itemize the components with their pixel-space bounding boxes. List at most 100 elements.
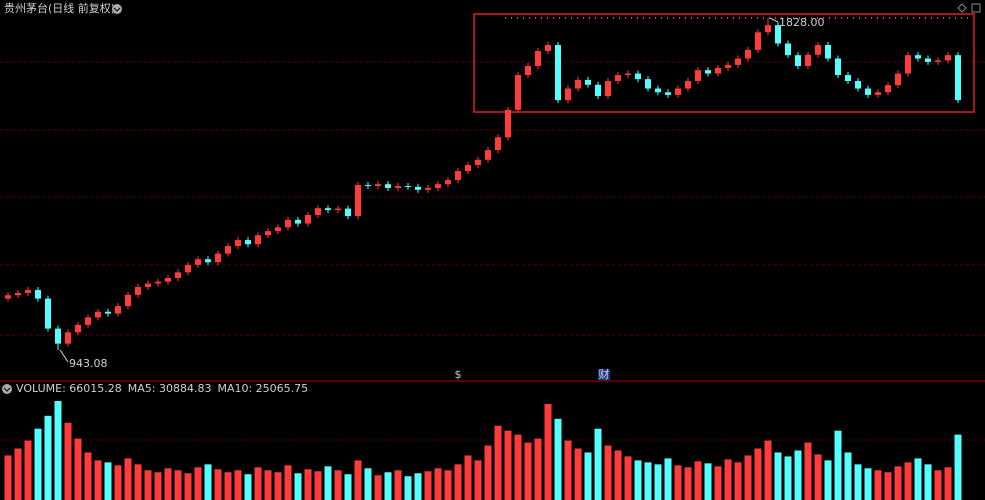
volume-bar bbox=[94, 460, 102, 500]
volume-bar bbox=[714, 466, 722, 500]
candle-body bbox=[505, 109, 511, 138]
volume-bar bbox=[164, 468, 172, 500]
volume-bar bbox=[4, 455, 12, 500]
volume-bar bbox=[484, 445, 492, 500]
candle-body bbox=[305, 214, 311, 224]
volume-bar bbox=[424, 471, 432, 500]
volume-bar bbox=[584, 452, 592, 500]
volume-bar bbox=[344, 474, 352, 500]
volume-bar bbox=[654, 464, 662, 500]
volume-bar bbox=[434, 468, 442, 500]
volume-bar bbox=[194, 467, 202, 500]
volume-bar bbox=[104, 462, 112, 500]
volume-bar bbox=[814, 454, 822, 500]
volume-bar bbox=[454, 464, 462, 500]
volume-bar bbox=[614, 450, 622, 500]
candle-body bbox=[845, 75, 851, 82]
volume-bar bbox=[204, 464, 212, 500]
volume-bar bbox=[284, 465, 292, 500]
candle-body bbox=[525, 66, 531, 76]
candle-body bbox=[835, 58, 841, 76]
candle-body bbox=[495, 137, 501, 151]
candle-body bbox=[675, 88, 681, 95]
candle-body bbox=[355, 184, 361, 217]
candle-body bbox=[125, 294, 131, 307]
volume-bar bbox=[494, 425, 502, 500]
volume-bar bbox=[54, 400, 62, 500]
volume-bar bbox=[744, 455, 752, 500]
volume-bar bbox=[604, 445, 612, 500]
volume-bar bbox=[804, 442, 812, 500]
candle-body bbox=[215, 253, 221, 263]
candle-body bbox=[265, 231, 271, 236]
candle-body bbox=[705, 70, 711, 74]
highlight-box bbox=[473, 13, 975, 113]
volume-bar bbox=[334, 470, 342, 500]
volume-bar bbox=[504, 430, 512, 500]
window-icon[interactable] bbox=[971, 3, 981, 13]
volume-bar bbox=[234, 470, 242, 500]
candle-body bbox=[95, 311, 101, 318]
candle-body bbox=[725, 64, 731, 68]
volume-bar bbox=[324, 466, 332, 500]
volume-bar bbox=[144, 470, 152, 500]
volume-bar bbox=[444, 470, 452, 500]
volume-bar bbox=[224, 472, 232, 500]
volume-bar bbox=[844, 452, 852, 500]
candle-body bbox=[865, 88, 871, 95]
candle-body bbox=[15, 292, 21, 296]
volume-bar bbox=[594, 428, 602, 500]
volume-legend: MA10: 25065.75 bbox=[217, 382, 308, 395]
volume-bar bbox=[824, 460, 832, 500]
volume-bar bbox=[524, 442, 532, 500]
volume-bar bbox=[554, 418, 562, 500]
volume-bar bbox=[634, 460, 642, 500]
dropdown-icon bbox=[113, 7, 121, 12]
candle-body bbox=[815, 45, 821, 55]
candle-body bbox=[245, 240, 251, 245]
candle-body bbox=[335, 208, 341, 211]
diamond-icon[interactable] bbox=[957, 3, 967, 13]
event-marker: $ bbox=[455, 368, 462, 381]
candle-body bbox=[895, 73, 901, 86]
candle-body bbox=[685, 81, 691, 89]
candle-body bbox=[605, 81, 611, 97]
candle-body bbox=[115, 306, 121, 314]
volume-bar bbox=[184, 473, 192, 500]
volume-bar bbox=[894, 466, 902, 500]
chart-title: 贵州茅台(日线 前复权) bbox=[4, 1, 115, 15]
candle-body bbox=[135, 286, 141, 295]
volume-bar bbox=[84, 452, 92, 500]
candle-body bbox=[315, 208, 321, 215]
candle-body bbox=[715, 67, 721, 74]
dropdown-button[interactable] bbox=[112, 4, 122, 14]
candle-body bbox=[325, 208, 331, 211]
candle-body bbox=[395, 186, 401, 188]
candle-body bbox=[45, 298, 51, 329]
volume-bar bbox=[214, 469, 222, 500]
candle-body bbox=[425, 187, 431, 190]
candle-body bbox=[795, 55, 801, 67]
volume-bar bbox=[754, 448, 762, 500]
candle-body bbox=[695, 70, 701, 82]
low-pointer bbox=[59, 349, 69, 363]
volume-bar bbox=[854, 464, 862, 500]
candle-body bbox=[85, 317, 91, 325]
volume-dropdown[interactable] bbox=[2, 384, 12, 394]
low-label: 943.08 bbox=[69, 357, 108, 370]
candle-body bbox=[435, 184, 441, 188]
volume-bar bbox=[684, 467, 692, 500]
volume-bar bbox=[384, 472, 392, 500]
candle-body bbox=[875, 92, 881, 95]
candle-body bbox=[155, 281, 161, 284]
volume-bar bbox=[134, 464, 142, 500]
volume-bar bbox=[664, 458, 672, 500]
volume-bar bbox=[704, 463, 712, 500]
volume-bar bbox=[644, 462, 652, 500]
candle-body bbox=[375, 184, 381, 187]
volume-bar bbox=[394, 470, 402, 500]
volume-bar bbox=[414, 473, 422, 500]
candle-body bbox=[385, 184, 391, 188]
volume-bar bbox=[764, 440, 772, 500]
volume-bar bbox=[304, 469, 312, 500]
